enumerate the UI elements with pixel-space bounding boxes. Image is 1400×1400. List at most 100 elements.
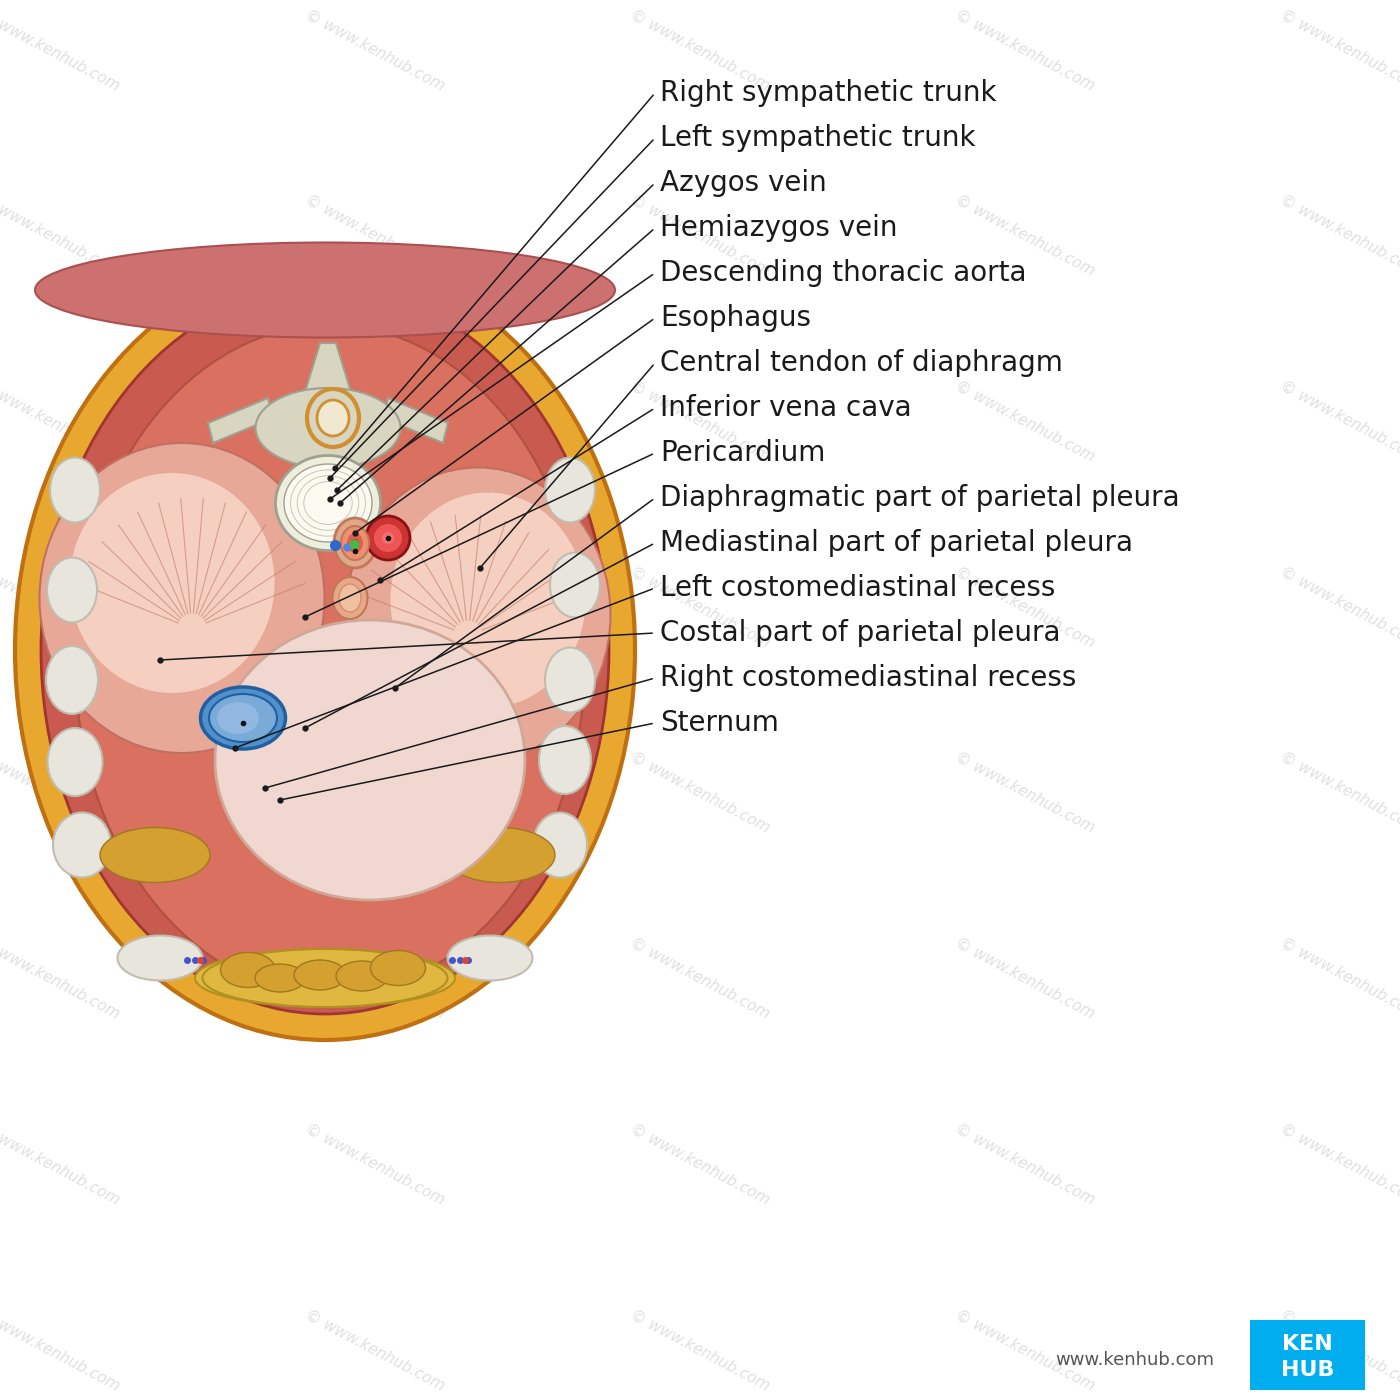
Circle shape (351, 539, 358, 547)
Text: © www.kenhub.com: © www.kenhub.com (302, 749, 447, 836)
Text: HUB: HUB (1281, 1361, 1334, 1380)
Polygon shape (384, 398, 448, 442)
Text: Pericardium: Pericardium (659, 440, 826, 468)
Ellipse shape (255, 388, 400, 468)
Ellipse shape (335, 518, 377, 568)
Text: Left costomediastinal recess: Left costomediastinal recess (659, 574, 1056, 602)
Ellipse shape (336, 960, 388, 991)
Text: Central tendon of diaphragm: Central tendon of diaphragm (659, 349, 1063, 377)
Ellipse shape (221, 952, 276, 987)
Ellipse shape (209, 694, 277, 742)
Text: © www.kenhub.com: © www.kenhub.com (0, 7, 122, 94)
Ellipse shape (70, 473, 274, 693)
Ellipse shape (15, 260, 636, 1040)
Text: © www.kenhub.com: © www.kenhub.com (627, 378, 773, 465)
Text: © www.kenhub.com: © www.kenhub.com (627, 193, 773, 279)
Circle shape (382, 532, 393, 545)
Text: KEN: KEN (1282, 1334, 1333, 1355)
Ellipse shape (333, 577, 367, 619)
Ellipse shape (339, 584, 361, 612)
Ellipse shape (99, 827, 210, 882)
Ellipse shape (46, 645, 98, 714)
Text: Right costomediastinal recess: Right costomediastinal recess (659, 664, 1077, 692)
Ellipse shape (35, 242, 615, 337)
Text: © www.kenhub.com: © www.kenhub.com (627, 1306, 773, 1393)
Text: © www.kenhub.com: © www.kenhub.com (627, 564, 773, 651)
Text: © www.kenhub.com: © www.kenhub.com (302, 193, 447, 279)
Text: Right sympathetic trunk: Right sympathetic trunk (659, 78, 997, 106)
Ellipse shape (448, 935, 532, 980)
Text: Costal part of parietal pleura: Costal part of parietal pleura (659, 619, 1061, 647)
Text: © www.kenhub.com: © www.kenhub.com (0, 564, 122, 651)
Ellipse shape (347, 533, 363, 553)
Ellipse shape (203, 949, 448, 1007)
Ellipse shape (545, 458, 595, 522)
Ellipse shape (346, 468, 610, 763)
Text: © www.kenhub.com: © www.kenhub.com (953, 378, 1098, 465)
Ellipse shape (533, 812, 587, 878)
Ellipse shape (200, 687, 286, 749)
Ellipse shape (371, 951, 426, 986)
Ellipse shape (294, 960, 346, 990)
Text: www.kenhub.com: www.kenhub.com (1056, 1351, 1214, 1369)
Text: Descending thoracic aorta: Descending thoracic aorta (659, 259, 1026, 287)
Text: © www.kenhub.com: © www.kenhub.com (1278, 1306, 1400, 1393)
Text: © www.kenhub.com: © www.kenhub.com (1278, 935, 1400, 1022)
Text: Mediastinal part of parietal pleura: Mediastinal part of parietal pleura (659, 529, 1133, 557)
Ellipse shape (217, 701, 259, 734)
Text: © www.kenhub.com: © www.kenhub.com (1278, 193, 1400, 279)
Text: © www.kenhub.com: © www.kenhub.com (0, 1306, 122, 1393)
Text: Hemiazygos vein: Hemiazygos vein (659, 214, 897, 242)
Text: Esophagus: Esophagus (659, 304, 811, 332)
Ellipse shape (545, 647, 595, 713)
Text: © www.kenhub.com: © www.kenhub.com (953, 749, 1098, 836)
Text: © www.kenhub.com: © www.kenhub.com (627, 1121, 773, 1207)
Ellipse shape (48, 557, 97, 623)
Ellipse shape (316, 400, 349, 435)
Text: © www.kenhub.com: © www.kenhub.com (953, 1121, 1098, 1207)
Text: Azygos vein: Azygos vein (659, 169, 827, 197)
Text: © www.kenhub.com: © www.kenhub.com (0, 749, 122, 836)
Text: © www.kenhub.com: © www.kenhub.com (1278, 7, 1400, 94)
Text: © www.kenhub.com: © www.kenhub.com (953, 935, 1098, 1022)
Ellipse shape (342, 526, 370, 560)
Text: © www.kenhub.com: © www.kenhub.com (0, 1121, 122, 1207)
Text: © www.kenhub.com: © www.kenhub.com (1278, 564, 1400, 651)
Polygon shape (300, 343, 356, 407)
Text: Diaphragmatic part of parietal pleura: Diaphragmatic part of parietal pleura (659, 484, 1180, 512)
Text: © www.kenhub.com: © www.kenhub.com (302, 564, 447, 651)
Ellipse shape (255, 965, 305, 993)
Text: © www.kenhub.com: © www.kenhub.com (0, 378, 122, 465)
Ellipse shape (48, 728, 102, 797)
Text: © www.kenhub.com: © www.kenhub.com (302, 935, 447, 1022)
Circle shape (374, 524, 402, 552)
Circle shape (365, 517, 410, 560)
Text: © www.kenhub.com: © www.kenhub.com (302, 1121, 447, 1207)
Text: Left sympathetic trunk: Left sympathetic trunk (659, 125, 976, 153)
Text: © www.kenhub.com: © www.kenhub.com (953, 1306, 1098, 1393)
Text: © www.kenhub.com: © www.kenhub.com (1278, 1121, 1400, 1207)
Text: © www.kenhub.com: © www.kenhub.com (0, 193, 122, 279)
Text: © www.kenhub.com: © www.kenhub.com (302, 1306, 447, 1393)
Ellipse shape (550, 553, 601, 617)
Ellipse shape (39, 442, 325, 753)
Text: © www.kenhub.com: © www.kenhub.com (0, 935, 122, 1022)
Text: © www.kenhub.com: © www.kenhub.com (302, 378, 447, 465)
Text: © www.kenhub.com: © www.kenhub.com (953, 7, 1098, 94)
Ellipse shape (284, 463, 372, 542)
Ellipse shape (195, 949, 455, 1007)
Text: © www.kenhub.com: © www.kenhub.com (953, 564, 1098, 651)
Text: © www.kenhub.com: © www.kenhub.com (302, 7, 447, 94)
Ellipse shape (118, 935, 203, 980)
FancyBboxPatch shape (1250, 1320, 1365, 1390)
Ellipse shape (41, 286, 609, 1014)
Polygon shape (209, 398, 273, 442)
Ellipse shape (50, 458, 99, 522)
Ellipse shape (276, 455, 381, 550)
Ellipse shape (391, 493, 585, 707)
Text: © www.kenhub.com: © www.kenhub.com (627, 749, 773, 836)
Ellipse shape (539, 727, 591, 794)
Ellipse shape (216, 620, 525, 900)
Text: © www.kenhub.com: © www.kenhub.com (1278, 749, 1400, 836)
Text: © www.kenhub.com: © www.kenhub.com (627, 935, 773, 1022)
